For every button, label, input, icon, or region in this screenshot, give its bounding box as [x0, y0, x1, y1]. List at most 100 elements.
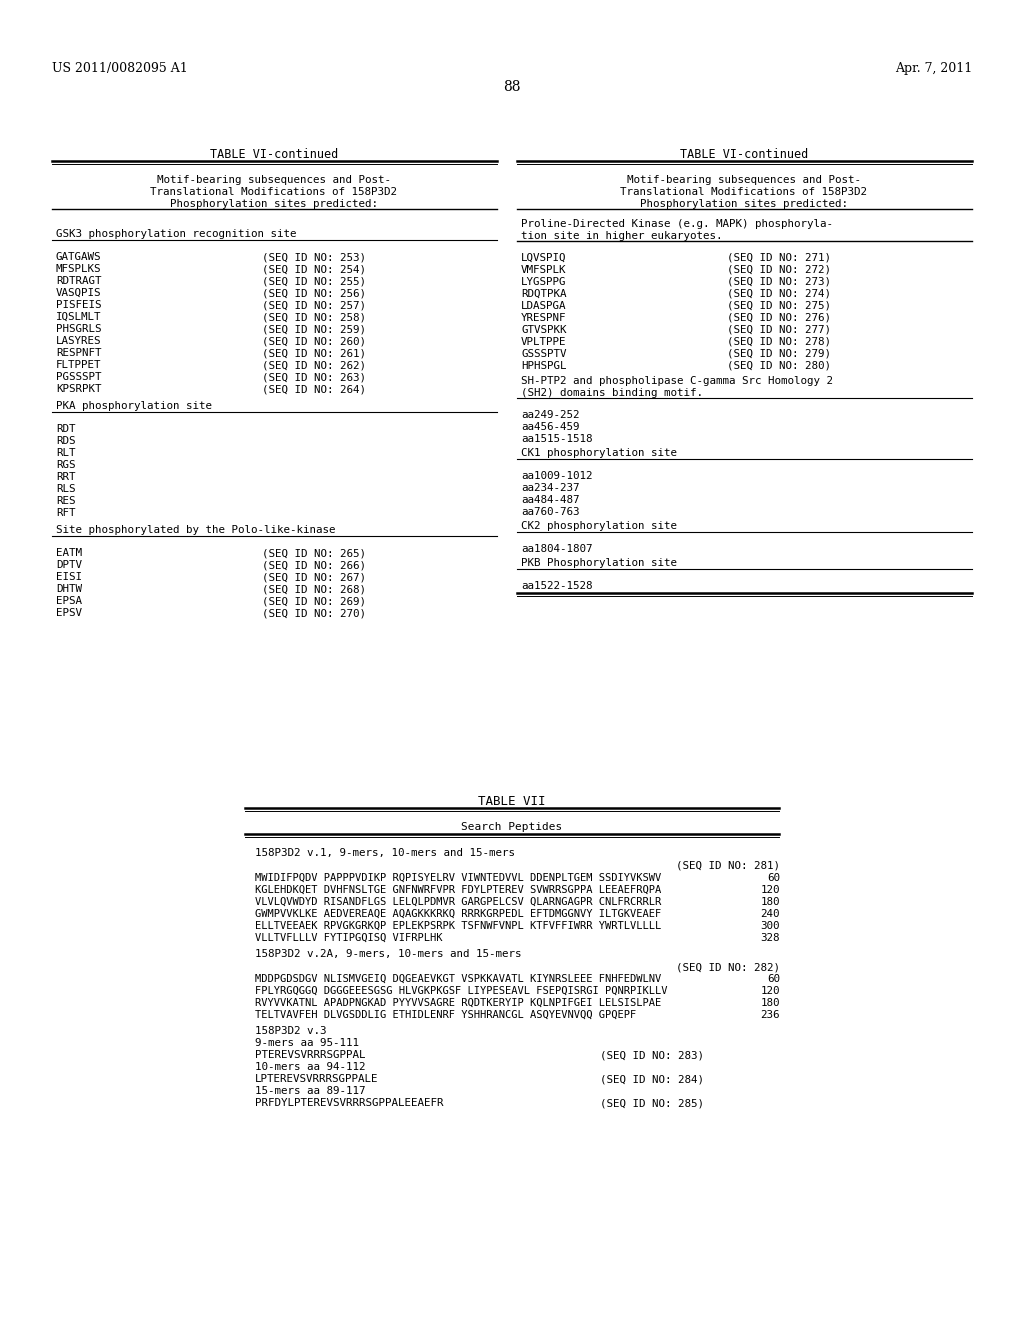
Text: (SEQ ID NO: 266): (SEQ ID NO: 266)	[262, 560, 366, 570]
Text: (SEQ ID NO: 280): (SEQ ID NO: 280)	[727, 360, 831, 371]
Text: Translational Modifications of 158P3D2: Translational Modifications of 158P3D2	[621, 187, 867, 197]
Text: VLVLQVWDYD RISANDFLGS LELQLPDMVR GARGPELCSV QLARNGAGPR CNLFRCRRLR: VLVLQVWDYD RISANDFLGS LELQLPDMVR GARGPEL…	[255, 898, 662, 907]
Text: RFT: RFT	[56, 508, 76, 517]
Text: Phosphorylation sites predicted:: Phosphorylation sites predicted:	[640, 199, 848, 209]
Text: PTEREVSVRRRSGPPAL: PTEREVSVRRRSGPPAL	[255, 1049, 366, 1060]
Text: GATGAWS: GATGAWS	[56, 252, 101, 261]
Text: Phosphorylation sites predicted:: Phosphorylation sites predicted:	[170, 199, 378, 209]
Text: FPLYRGQGGQ DGGGEEESGSG HLVGKPKGSF LIYPESEAVL FSEPQISRGI PQNRPIKLLV: FPLYRGQGGQ DGGGEEESGSG HLVGKPKGSF LIYPES…	[255, 986, 668, 997]
Text: (SEQ ID NO: 257): (SEQ ID NO: 257)	[262, 300, 366, 310]
Text: 120: 120	[761, 884, 780, 895]
Text: (SEQ ID NO: 265): (SEQ ID NO: 265)	[262, 548, 366, 558]
Text: 158P3D2 v.3: 158P3D2 v.3	[255, 1026, 327, 1036]
Text: KGLEHDKQET DVHFNSLTGE GNFNWRFVPR FDYLPTEREV SVWRRSGPPA LEEAEFRQPA: KGLEHDKQET DVHFNSLTGE GNFNWRFVPR FDYLPTE…	[255, 884, 662, 895]
Text: RDTRAGT: RDTRAGT	[56, 276, 101, 286]
Text: MWIDIFPQDV PAPPPVDIKP RQPISYELRV VIWNTEDVVL DDENPLTGEM SSDIYVKSWV: MWIDIFPQDV PAPPPVDIKP RQPISYELRV VIWNTED…	[255, 873, 662, 883]
Text: aa1515-1518: aa1515-1518	[521, 434, 593, 444]
Text: US 2011/0082095 A1: US 2011/0082095 A1	[52, 62, 187, 75]
Text: 120: 120	[761, 986, 780, 997]
Text: (SEQ ID NO: 255): (SEQ ID NO: 255)	[262, 276, 366, 286]
Text: (SEQ ID NO: 271): (SEQ ID NO: 271)	[727, 253, 831, 263]
Text: RVYVVKATNL APADPNGKAD PYYVVSAGRE RQDTKERYIP KQLNPIFGEI LELSISLPAE: RVYVVKATNL APADPNGKAD PYYVVSAGRE RQDTKER…	[255, 998, 662, 1008]
Text: (SEQ ID NO: 258): (SEQ ID NO: 258)	[262, 312, 366, 322]
Text: (SEQ ID NO: 260): (SEQ ID NO: 260)	[262, 337, 366, 346]
Text: Site phosphorylated by the Polo-like-kinase: Site phosphorylated by the Polo-like-kin…	[56, 525, 336, 535]
Text: CK1 phosphorylation site: CK1 phosphorylation site	[521, 447, 677, 458]
Text: EISI: EISI	[56, 572, 82, 582]
Text: TABLE VII: TABLE VII	[478, 795, 546, 808]
Text: (SEQ ID NO: 284): (SEQ ID NO: 284)	[600, 1074, 705, 1084]
Text: (SEQ ID NO: 256): (SEQ ID NO: 256)	[262, 288, 366, 298]
Text: EPSA: EPSA	[56, 597, 82, 606]
Text: (SEQ ID NO: 261): (SEQ ID NO: 261)	[262, 348, 366, 358]
Text: 180: 180	[761, 998, 780, 1008]
Text: 10-mers aa 94-112: 10-mers aa 94-112	[255, 1063, 366, 1072]
Text: EATM: EATM	[56, 548, 82, 558]
Text: FLTPPET: FLTPPET	[56, 360, 101, 370]
Text: LASYRES: LASYRES	[56, 337, 101, 346]
Text: (SEQ ID NO: 263): (SEQ ID NO: 263)	[262, 372, 366, 381]
Text: VMFSPLK: VMFSPLK	[521, 265, 566, 275]
Text: ELLTVEEAEK RPVGKGRKQP EPLEKPSRPK TSFNWFVNPL KTFVFFIWRR YWRTLVLLLL: ELLTVEEAEK RPVGKGRKQP EPLEKPSRPK TSFNWFV…	[255, 921, 662, 931]
Text: (SEQ ID NO: 270): (SEQ ID NO: 270)	[262, 609, 366, 618]
Text: (SEQ ID NO: 272): (SEQ ID NO: 272)	[727, 265, 831, 275]
Text: RDS: RDS	[56, 436, 76, 446]
Text: GWMPVVKLKE AEDVEREAQE AQAGKKKRKQ RRRKGRPEDL EFTDMGGNVY ILTGKVEAEF: GWMPVVKLKE AEDVEREAQE AQAGKKKRKQ RRRKGRP…	[255, 909, 662, 919]
Text: aa456-459: aa456-459	[521, 422, 580, 432]
Text: PGSSSPT: PGSSSPT	[56, 372, 101, 381]
Text: Motif-bearing subsequences and Post-: Motif-bearing subsequences and Post-	[157, 176, 391, 185]
Text: (SEQ ID NO: 283): (SEQ ID NO: 283)	[600, 1049, 705, 1060]
Text: IQSLMLT: IQSLMLT	[56, 312, 101, 322]
Text: (SEQ ID NO: 276): (SEQ ID NO: 276)	[727, 313, 831, 323]
Text: (SEQ ID NO: 267): (SEQ ID NO: 267)	[262, 572, 366, 582]
Text: LDASPGA: LDASPGA	[521, 301, 566, 312]
Text: 9-mers aa 95-111: 9-mers aa 95-111	[255, 1038, 359, 1048]
Text: (SEQ ID NO: 285): (SEQ ID NO: 285)	[600, 1098, 705, 1107]
Text: PKA phosphorylation site: PKA phosphorylation site	[56, 401, 212, 411]
Text: (SEQ ID NO: 269): (SEQ ID NO: 269)	[262, 597, 366, 606]
Text: PRFDYLPTEREVSVRRRSGPPALEEAEFR: PRFDYLPTEREVSVRRRSGPPALEEAEFR	[255, 1098, 443, 1107]
Text: VPLTPPE: VPLTPPE	[521, 337, 566, 347]
Text: (SEQ ID NO: 259): (SEQ ID NO: 259)	[262, 323, 366, 334]
Text: tion site in higher eukaryotes.: tion site in higher eukaryotes.	[521, 231, 723, 242]
Text: aa249-252: aa249-252	[521, 411, 580, 420]
Text: LPTEREVSVRRRSGPPALE: LPTEREVSVRRRSGPPALE	[255, 1074, 379, 1084]
Text: DHTW: DHTW	[56, 583, 82, 594]
Text: Apr. 7, 2011: Apr. 7, 2011	[895, 62, 972, 75]
Text: RES: RES	[56, 496, 76, 506]
Text: CK2 phosphorylation site: CK2 phosphorylation site	[521, 521, 677, 531]
Text: (SEQ ID NO: 274): (SEQ ID NO: 274)	[727, 289, 831, 300]
Text: LQVSPIQ: LQVSPIQ	[521, 253, 566, 263]
Text: VLLTVFLLLV FYTIPGQISQ VIFRPLHK: VLLTVFLLLV FYTIPGQISQ VIFRPLHK	[255, 933, 442, 942]
Text: EPSV: EPSV	[56, 609, 82, 618]
Text: (SEQ ID NO: 275): (SEQ ID NO: 275)	[727, 301, 831, 312]
Text: Proline-Directed Kinase (e.g. MAPK) phosphoryla-: Proline-Directed Kinase (e.g. MAPK) phos…	[521, 219, 833, 228]
Text: RLT: RLT	[56, 447, 76, 458]
Text: (SEQ ID NO: 253): (SEQ ID NO: 253)	[262, 252, 366, 261]
Text: HPHSPGL: HPHSPGL	[521, 360, 566, 371]
Text: (SEQ ID NO: 282): (SEQ ID NO: 282)	[676, 962, 780, 972]
Text: aa1009-1012: aa1009-1012	[521, 471, 593, 480]
Text: LYGSPPG: LYGSPPG	[521, 277, 566, 286]
Text: (SEQ ID NO: 264): (SEQ ID NO: 264)	[262, 384, 366, 393]
Text: RRT: RRT	[56, 473, 76, 482]
Text: DPTV: DPTV	[56, 560, 82, 570]
Text: 180: 180	[761, 898, 780, 907]
Text: 300: 300	[761, 921, 780, 931]
Text: 158P3D2 v.1, 9-mers, 10-mers and 15-mers: 158P3D2 v.1, 9-mers, 10-mers and 15-mers	[255, 847, 515, 858]
Text: (SH2) domains binding motif.: (SH2) domains binding motif.	[521, 388, 703, 399]
Text: PHSGRLS: PHSGRLS	[56, 323, 101, 334]
Text: KPSRPKT: KPSRPKT	[56, 384, 101, 393]
Text: TABLE VI-continued: TABLE VI-continued	[680, 148, 808, 161]
Text: VASQPIS: VASQPIS	[56, 288, 101, 298]
Text: RDQTPKA: RDQTPKA	[521, 289, 566, 300]
Text: RDT: RDT	[56, 424, 76, 434]
Text: GSSSPTV: GSSSPTV	[521, 348, 566, 359]
Text: 60: 60	[767, 974, 780, 983]
Text: PKB Phosphorylation site: PKB Phosphorylation site	[521, 558, 677, 568]
Text: TELTVAVFEH DLVGSDDLIG ETHIDLENRF YSHHRANCGL ASQYEVNVQQ GPQEPF: TELTVAVFEH DLVGSDDLIG ETHIDLENRF YSHHRAN…	[255, 1010, 636, 1020]
Text: MFSPLKS: MFSPLKS	[56, 264, 101, 275]
Text: (SEQ ID NO: 262): (SEQ ID NO: 262)	[262, 360, 366, 370]
Text: (SEQ ID NO: 268): (SEQ ID NO: 268)	[262, 583, 366, 594]
Text: (SEQ ID NO: 278): (SEQ ID NO: 278)	[727, 337, 831, 347]
